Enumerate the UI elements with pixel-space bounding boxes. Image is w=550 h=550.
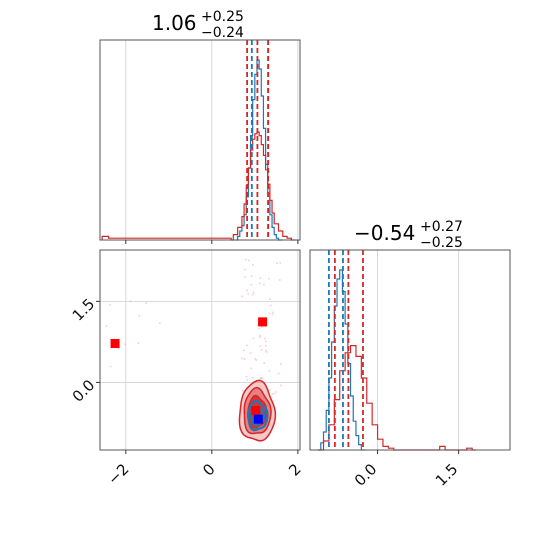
joint-sample-point: [268, 298, 271, 301]
joint-sample-point: [265, 350, 268, 353]
joint-sample-point: [124, 343, 127, 346]
joint-sample-point: [273, 392, 276, 395]
joint-sample-point: [242, 349, 245, 352]
joint-sample-point: [158, 322, 161, 325]
hist2-series-1-histogram: [318, 345, 477, 451]
joint-sample-point: [271, 393, 274, 396]
hist1-title-median: 1.06: [152, 11, 197, 35]
joint-ytick-label: 1.5: [69, 295, 99, 325]
joint-sample-point: [246, 289, 249, 292]
joint-sample-point: [279, 261, 282, 264]
joint-sample-point: [247, 259, 250, 262]
joint-contour-1-level-0: [246, 399, 269, 432]
histogram-param1-panel: 1.06 +0.25 −0.24: [99, 9, 301, 244]
joint-sample-point: [276, 262, 279, 265]
hist2-frame: [309, 249, 511, 451]
joint-sample-point: [254, 357, 257, 360]
joint-sample-point: [249, 352, 252, 355]
joint-sample-point: [271, 311, 274, 314]
joint-sample-point: [250, 275, 253, 278]
hist1-series-1-histogram: [101, 131, 296, 241]
joint-sample-point: [250, 283, 253, 286]
joint-sample-point: [255, 358, 258, 361]
hist1-title-plus: +0.25: [201, 9, 244, 25]
joint-sample-point: [145, 302, 148, 305]
joint-marker-square: [110, 339, 120, 349]
histogram-param2-panel: −0.54 +0.27 −0.25 0.0 1.5: [309, 219, 511, 490]
joint-sample-point: [268, 369, 271, 372]
hist2-xtick-label: 0.0: [351, 460, 381, 490]
hist2-title-plus: +0.27: [420, 219, 463, 235]
joint-sample-point: [109, 365, 112, 368]
joint-sample-point: [252, 337, 255, 340]
joint-sample-point: [241, 295, 244, 298]
joint-sample-point: [260, 376, 263, 379]
hist1-series-0-histogram: [235, 59, 283, 241]
joint-frame: [99, 249, 301, 451]
joint-sample-point: [251, 293, 254, 296]
joint-sample-point: [271, 313, 274, 316]
joint-sample-point: [268, 312, 271, 315]
joint-sample-point: [259, 344, 262, 347]
joint-sample-point: [247, 292, 250, 295]
joint-sample-point: [268, 389, 271, 392]
joint-sample-point: [241, 389, 244, 392]
joint-sample-point: [260, 325, 263, 328]
joint-sample-point: [259, 334, 262, 337]
joint-sample-point: [279, 362, 282, 365]
joint-sample-point: [260, 348, 263, 351]
joint-xtick-label: 0: [199, 460, 218, 479]
joint-sample-point: [138, 314, 141, 317]
joint-sample-point: [269, 304, 272, 307]
joint-sample-point: [129, 300, 132, 303]
joint-sample-point: [263, 337, 266, 340]
hist2-title-median: −0.54: [354, 221, 415, 245]
joint-sample-point: [244, 258, 247, 261]
joint-sample-point: [246, 378, 249, 381]
joint-sample-point: [258, 336, 261, 339]
joint-sample-point: [251, 376, 254, 379]
joint-sample-point: [267, 277, 270, 280]
joint-sample-point: [245, 375, 248, 378]
joint-sample-point: [251, 263, 254, 266]
joint-sample-point: [105, 325, 108, 328]
joint-sample-point: [244, 276, 247, 279]
joint-sample-point: [241, 357, 244, 360]
joint-sample-point: [258, 327, 261, 330]
hist2-title-minus: −0.25: [420, 235, 463, 251]
hist1-title-minus: −0.24: [201, 25, 244, 41]
joint-sample-point: [243, 358, 246, 361]
joint-sample-point: [250, 367, 253, 370]
joint-sample-point: [252, 291, 255, 294]
joint-sample-point: [261, 377, 264, 380]
hist2-series-0-histogram: [318, 269, 366, 451]
joint-xtick-label: 2: [285, 460, 304, 479]
joint-sample-point: [279, 384, 282, 387]
joint-sample-point: [275, 391, 278, 394]
hist2-xtick-label: 1.5: [432, 460, 462, 490]
joint-sample-point: [264, 340, 267, 343]
joint-sample-point: [258, 282, 261, 285]
joint-xtick-label: −2: [104, 460, 132, 488]
joint-sample-point: [245, 344, 248, 347]
joint-sample-point: [109, 303, 112, 306]
joint-sample-point: [277, 372, 280, 375]
joint-sample-point: [262, 283, 265, 286]
joint-sample-point: [259, 377, 262, 380]
hist1-frame: [99, 39, 301, 241]
joint-sample-point: [259, 277, 262, 280]
joint-sample-point: [263, 362, 266, 365]
joint-marker-square: [251, 406, 261, 416]
joint-sample-point: [278, 278, 281, 281]
joint-ytick-label: 0.0: [69, 376, 99, 406]
joint-marker-square: [258, 317, 268, 327]
joint-contour-panel: −2 0 2 0.0 1.5: [69, 249, 305, 488]
joint-sample-point: [137, 342, 140, 345]
joint-sample-point: [244, 268, 247, 271]
joint-sample-point: [265, 349, 268, 352]
joint-sample-point: [117, 347, 120, 350]
joint-sample-point: [264, 344, 267, 347]
joint-marker-square: [253, 414, 263, 424]
